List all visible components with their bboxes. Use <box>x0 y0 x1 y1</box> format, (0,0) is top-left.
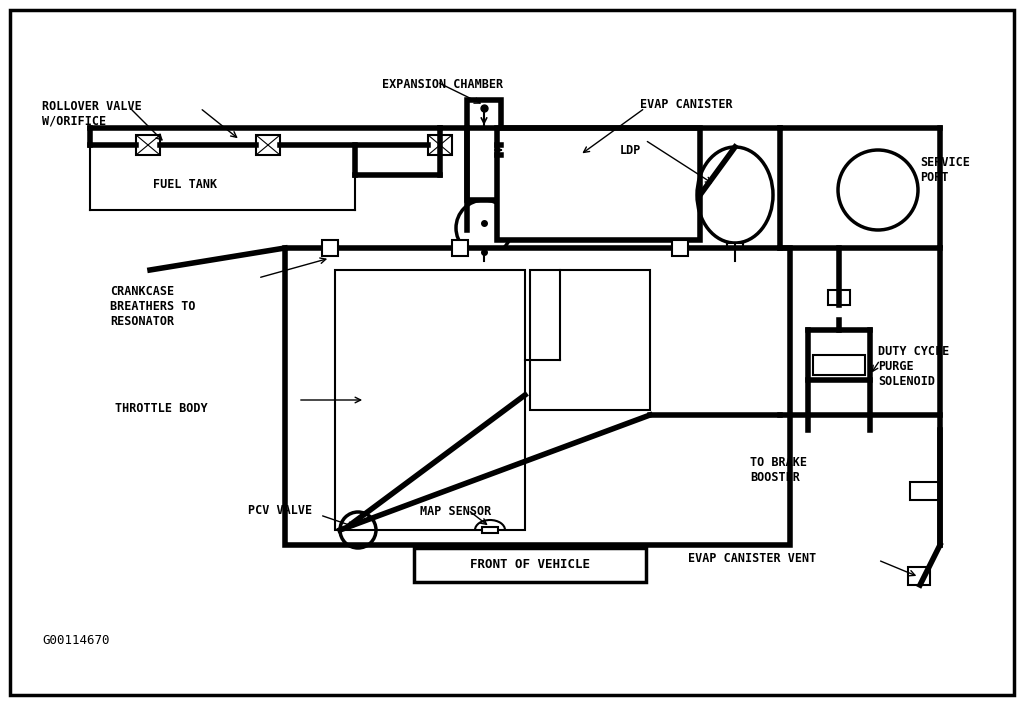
Bar <box>467 100 501 200</box>
Text: LDP: LDP <box>620 144 641 157</box>
Bar <box>285 248 790 545</box>
Text: FUEL TANK: FUEL TANK <box>153 178 217 192</box>
Bar <box>497 128 700 240</box>
Bar <box>727 243 743 257</box>
Bar <box>910 482 940 500</box>
Bar <box>908 567 930 585</box>
Text: G00114670: G00114670 <box>42 634 110 646</box>
Bar <box>322 240 338 256</box>
Bar <box>452 240 468 256</box>
FancyBboxPatch shape <box>414 548 646 582</box>
Text: TO BRAKE
BOOSTER: TO BRAKE BOOSTER <box>750 456 807 484</box>
Bar <box>428 135 452 155</box>
Bar <box>828 290 850 305</box>
Text: PCV VALVE: PCV VALVE <box>248 503 312 517</box>
Text: DUTY CYCLE
PURGE
SOLENOID: DUTY CYCLE PURGE SOLENOID <box>878 345 949 388</box>
Bar <box>136 135 160 155</box>
Bar <box>335 270 525 530</box>
Bar <box>482 527 498 533</box>
Text: EVAP CANISTER: EVAP CANISTER <box>640 98 732 111</box>
Text: CRANKCASE
BREATHERS TO
RESONATOR: CRANKCASE BREATHERS TO RESONATOR <box>110 285 196 328</box>
Text: THROTTLE BODY: THROTTLE BODY <box>115 402 208 415</box>
Text: FRONT OF VEHICLE: FRONT OF VEHICLE <box>470 558 590 572</box>
Text: EXPANSION CHAMBER: EXPANSION CHAMBER <box>382 78 503 91</box>
Bar <box>530 270 650 410</box>
Text: MAP SENSOR: MAP SENSOR <box>420 505 492 518</box>
Text: ROLLOVER VALVE
W/ORIFICE: ROLLOVER VALVE W/ORIFICE <box>42 100 141 128</box>
Bar <box>672 240 688 256</box>
Bar <box>256 135 280 155</box>
Text: SERVICE
PORT: SERVICE PORT <box>920 156 970 184</box>
Text: EVAP CANISTER VENT: EVAP CANISTER VENT <box>688 551 816 565</box>
Bar <box>813 355 865 375</box>
